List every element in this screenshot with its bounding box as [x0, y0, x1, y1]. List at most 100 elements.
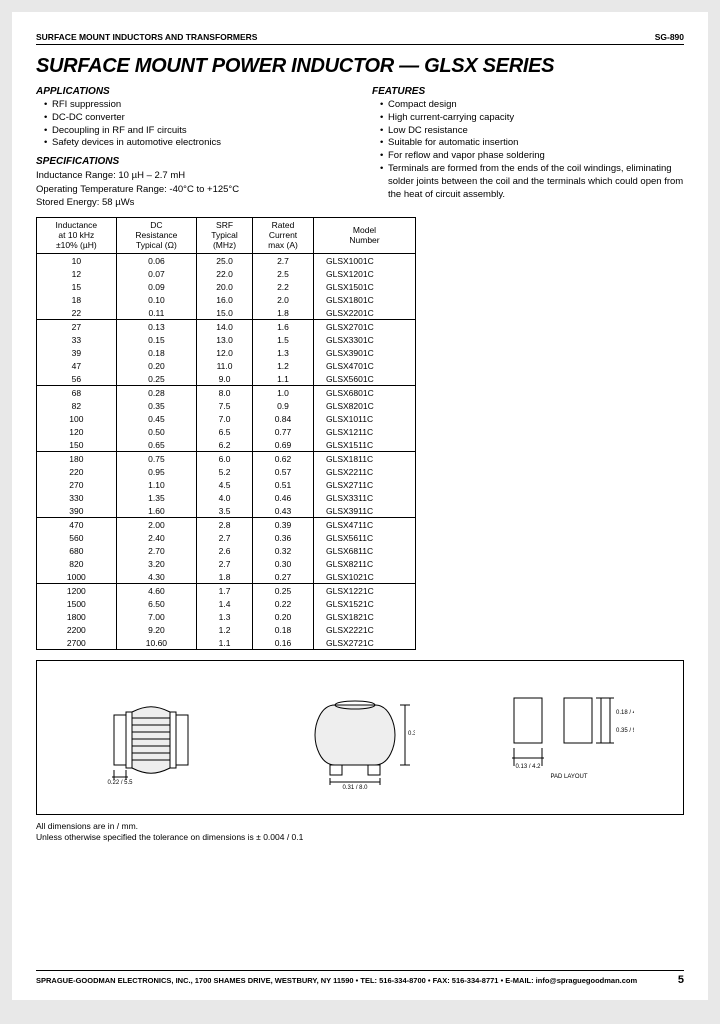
table-cell: 0.46 [252, 491, 313, 504]
table-cell: 560 [37, 531, 117, 544]
table-row: 15006.501.40.22GLSX1521C [37, 597, 416, 610]
diagram-box: 0.22 / 5.5 0.33 / 8.5 0.31 / 8.0 [36, 660, 684, 815]
table-header-cell: DCResistanceTypical (Ω) [116, 218, 196, 254]
table-row: 270.1314.01.6GLSX2701C [37, 320, 416, 334]
table-cell: 1800 [37, 610, 117, 623]
table-row: 1800.756.00.62GLSX1811C [37, 452, 416, 466]
table-row: 270010.601.10.16GLSX2721C [37, 636, 416, 650]
table-cell: 1.60 [116, 504, 196, 518]
table-row: 5602.402.70.36GLSX5611C [37, 531, 416, 544]
table-cell: 1.3 [252, 346, 313, 359]
applications-item: Safety devices in automotive electronics [44, 137, 348, 150]
table-cell: 1500 [37, 597, 117, 610]
table-cell: 6.5 [197, 425, 253, 438]
table-cell: 3.20 [116, 557, 196, 570]
table-header-cell: ModelNumber [314, 218, 416, 254]
table-cell: GLSX1001C [314, 254, 416, 268]
table-row: 120.0722.02.5GLSX1201C [37, 267, 416, 280]
table-cell: 0.43 [252, 504, 313, 518]
dim-c: 0.31 / 8.0 [342, 785, 368, 790]
footer-address: SPRAGUE-GOODMAN ELECTRONICS, INC., 1700 … [36, 976, 637, 985]
table-cell: 0.39 [252, 518, 313, 532]
table-cell: GLSX3301C [314, 333, 416, 346]
table-cell: 4.60 [116, 584, 196, 598]
table-cell: 0.32 [252, 544, 313, 557]
table-header-cell: RatedCurrentmax (A) [252, 218, 313, 254]
table-cell: 9.20 [116, 623, 196, 636]
table-cell: 2.0 [252, 293, 313, 306]
table-cell: GLSX5611C [314, 531, 416, 544]
dim-b: 0.33 / 8.5 [408, 731, 415, 737]
table-row: 820.357.50.9GLSX8201C [37, 399, 416, 412]
table-row: 12004.601.70.25GLSX1221C [37, 584, 416, 598]
table-cell: 270 [37, 478, 117, 491]
features-item: Suitable for automatic insertion [380, 137, 684, 150]
spec-table-wrap: Inductanceat 10 kHz±10% (µH)DCResistance… [36, 217, 684, 650]
table-cell: 0.62 [252, 452, 313, 466]
table-cell: GLSX2701C [314, 320, 416, 334]
table-row: 1000.457.00.84GLSX1011C [37, 412, 416, 425]
table-header-cell: Inductanceat 10 kHz±10% (µH) [37, 218, 117, 254]
table-row: 560.259.01.1GLSX5601C [37, 372, 416, 386]
table-cell: GLSX1201C [314, 267, 416, 280]
table-cell: 1000 [37, 570, 117, 584]
table-row: 6802.702.60.32GLSX6811C [37, 544, 416, 557]
table-cell: 1200 [37, 584, 117, 598]
table-cell: 6.2 [197, 438, 253, 452]
table-cell: 5.2 [197, 465, 253, 478]
applications-item: Decoupling in RF and IF circuits [44, 125, 348, 138]
table-cell: 39 [37, 346, 117, 359]
table-cell: 0.22 [252, 597, 313, 610]
table-cell: 0.16 [252, 636, 313, 650]
table-cell: 27 [37, 320, 117, 334]
header-left: SURFACE MOUNT INDUCTORS AND TRANSFORMERS [36, 32, 257, 42]
applications-heading: APPLICATIONS [36, 86, 348, 97]
table-row: 8203.202.70.30GLSX8211C [37, 557, 416, 570]
table-cell: 2.00 [116, 518, 196, 532]
spec-line: Operating Temperature Range: -40°C to +1… [36, 183, 348, 196]
table-cell: 22 [37, 306, 117, 320]
table-cell: 0.77 [252, 425, 313, 438]
table-cell: GLSX1821C [314, 610, 416, 623]
table-cell: 1.2 [252, 359, 313, 372]
table-row: 1500.656.20.69GLSX1511C [37, 438, 416, 452]
table-cell: 0.15 [116, 333, 196, 346]
table-row: 10004.301.80.27GLSX1021C [37, 570, 416, 584]
table-cell: 4.30 [116, 570, 196, 584]
table-cell: 3.5 [197, 504, 253, 518]
table-cell: 120 [37, 425, 117, 438]
table-cell: 220 [37, 465, 117, 478]
features-item: High current-carrying capacity [380, 112, 684, 125]
table-row: 22009.201.20.18GLSX2221C [37, 623, 416, 636]
table-row: 680.288.01.0GLSX6801C [37, 386, 416, 400]
table-cell: GLSX8201C [314, 399, 416, 412]
table-cell: 1.1 [197, 636, 253, 650]
table-cell: GLSX3901C [314, 346, 416, 359]
table-cell: 11.0 [197, 359, 253, 372]
table-cell: GLSX6811C [314, 544, 416, 557]
table-cell: 0.50 [116, 425, 196, 438]
table-cell: GLSX1801C [314, 293, 416, 306]
table-cell: GLSX5601C [314, 372, 416, 386]
table-cell: 0.45 [116, 412, 196, 425]
diagram-front-view: 0.33 / 8.5 0.31 / 8.0 [260, 685, 459, 790]
table-cell: 470 [37, 518, 117, 532]
table-cell: 33 [37, 333, 117, 346]
features-heading: FEATURES [372, 86, 684, 97]
table-cell: 2.7 [197, 557, 253, 570]
page-title: SURFACE MOUNT POWER INDUCTOR — GLSX SERI… [36, 55, 684, 78]
table-cell: 1.7 [197, 584, 253, 598]
table-cell: 0.75 [116, 452, 196, 466]
table-cell: 2200 [37, 623, 117, 636]
table-cell: 820 [37, 557, 117, 570]
table-cell: GLSX2711C [314, 478, 416, 491]
table-cell: 6.50 [116, 597, 196, 610]
table-row: 150.0920.02.2GLSX1501C [37, 280, 416, 293]
table-cell: GLSX3911C [314, 504, 416, 518]
table-cell: 1.2 [197, 623, 253, 636]
table-cell: GLSX4711C [314, 518, 416, 532]
table-cell: 18 [37, 293, 117, 306]
header-bar: SURFACE MOUNT INDUCTORS AND TRANSFORMERS… [36, 32, 684, 42]
table-cell: 0.10 [116, 293, 196, 306]
spec-line: Stored Energy: 58 µWs [36, 196, 348, 209]
